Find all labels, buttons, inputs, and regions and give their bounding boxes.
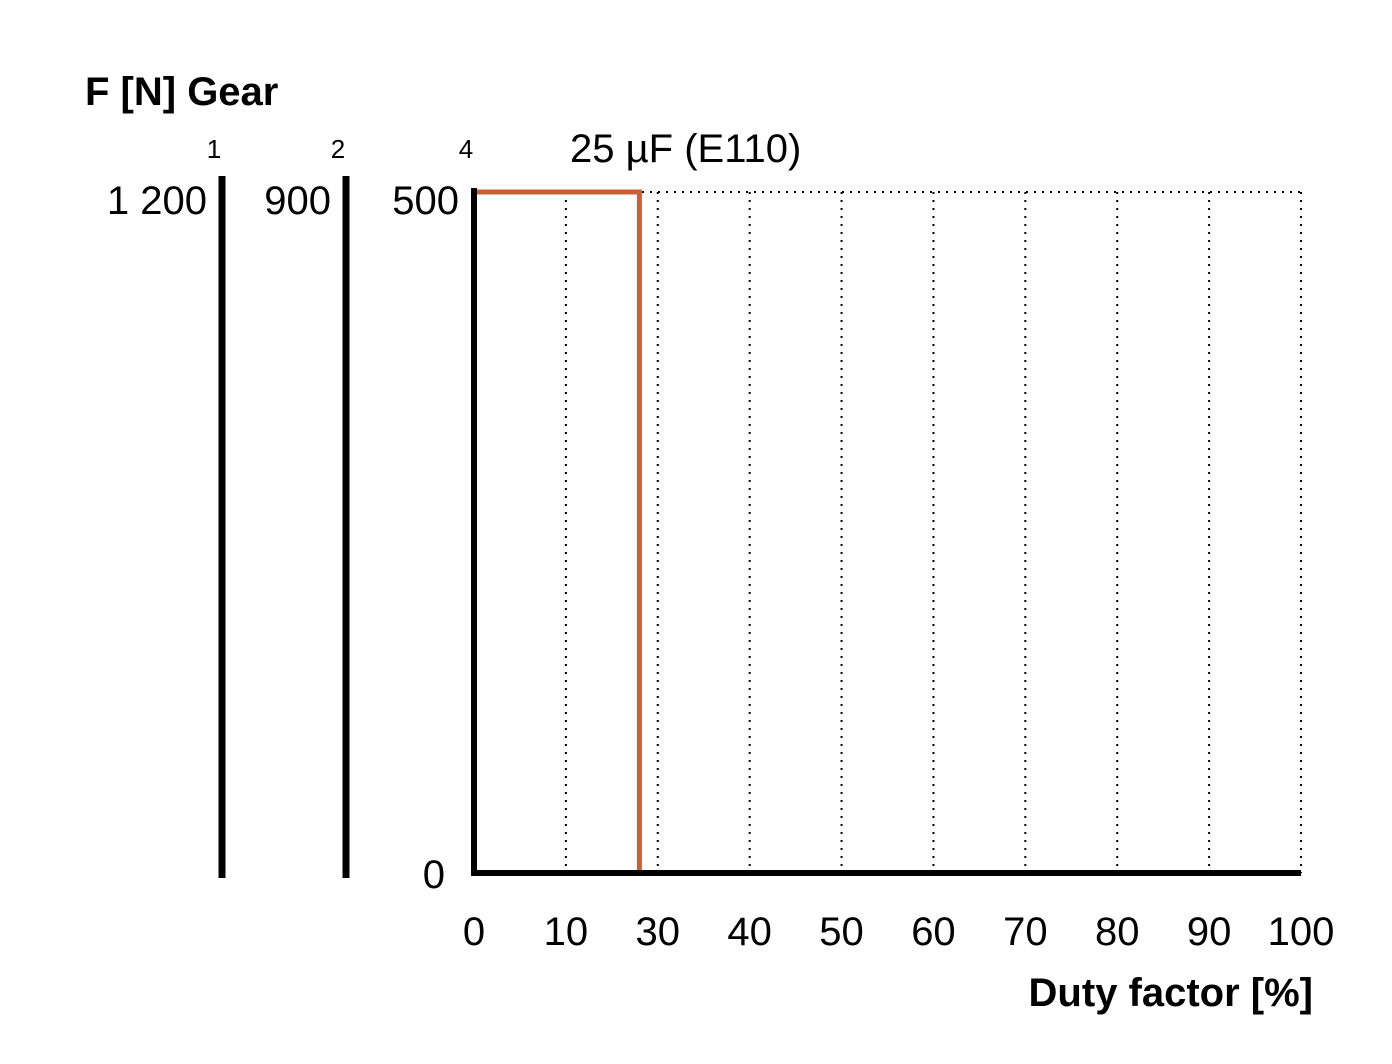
x-axis-label: Duty factor [%] xyxy=(1029,971,1313,1015)
y-tick-label: 0 xyxy=(423,853,445,897)
gear-number-label: 4 xyxy=(459,134,473,164)
x-tick-label: 50 xyxy=(819,910,864,954)
x-tick-label: 90 xyxy=(1187,910,1232,954)
series-line xyxy=(474,189,642,873)
x-tick-label: 100 xyxy=(1268,910,1335,954)
x-tick-label: 60 xyxy=(911,910,956,954)
x-tick-label: 40 xyxy=(727,910,772,954)
x-tick-label: 30 xyxy=(636,910,681,954)
gear-number-label: 2 xyxy=(331,134,345,164)
gear-number-label: 1 xyxy=(207,134,221,164)
axes xyxy=(471,188,1301,876)
labels: F [N] Gear Duty factor [%] 0 10 30 40 50 60 70… xyxy=(85,70,1334,1015)
x-tick-label: 80 xyxy=(1095,910,1140,954)
chart-title: F [N] Gear xyxy=(85,70,278,114)
gear-max-force-label: 900 xyxy=(264,179,331,223)
gear-max-force-label: 500 xyxy=(392,179,459,223)
grid-lines xyxy=(474,191,1302,873)
series-label: 25 µF (E110) xyxy=(570,127,801,171)
x-tick-label: 10 xyxy=(544,910,589,954)
x-tick-label: 70 xyxy=(1003,910,1048,954)
series-layer: 25 µF (E110) xyxy=(474,127,801,873)
gear-max-force-label: 1 200 xyxy=(107,179,207,223)
x-tick-label: 0 xyxy=(463,910,485,954)
